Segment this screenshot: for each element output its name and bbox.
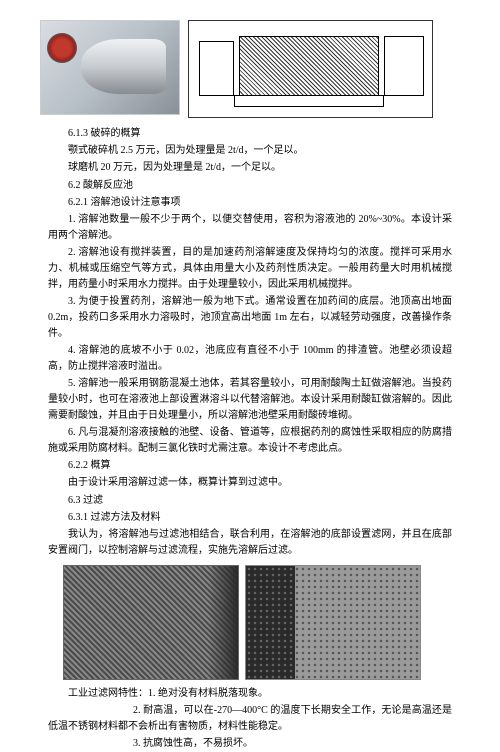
filter-mesh-woven-photo	[63, 565, 239, 680]
section-6-3-1-title: 6.3.1 过滤方法及材料	[48, 510, 452, 526]
ball-mill-photo	[40, 20, 180, 115]
top-image-row	[40, 20, 452, 118]
filter-props-label: 工业过滤网特性：	[68, 688, 148, 699]
filter-mesh-perforated-photo	[245, 565, 421, 680]
design-note-5: 5. 溶解池一般采用钢筋混凝土池体，若其容量较小，可用耐酸陶土缸做溶解池。当投药…	[48, 376, 452, 424]
design-note-4: 4. 溶解池的底坡不小于 0.02，池底应有直径不小于 100mm 的排渣管。池…	[48, 343, 452, 375]
cost-estimate-note: 由于设计采用溶解过滤一体，概算计算到过滤中。	[48, 475, 452, 491]
filter-method-paragraph: 我认为，将溶解池与过滤池相结合，联合利用，在溶解池的底部设置滤网，并且在底部安置…	[48, 527, 452, 559]
design-note-2: 2. 溶解池设有搅拌装置，目的是加速药剂溶解速度及保持均匀的浓度。搅拌可采用水力…	[48, 245, 452, 293]
design-note-6: 6. 凡与混凝剂溶液接触的池壁、设备、管道等，应根据药剂的腐蚀性采取相应的防腐措…	[48, 425, 452, 457]
bottom-image-row	[63, 565, 452, 680]
section-6-2-1-title: 6.2.1 溶解池设计注意事项	[48, 195, 452, 211]
ball-mill-engineering-diagram	[188, 20, 433, 118]
section-6-3-title: 6.3 过滤	[48, 493, 452, 509]
section-6-1-3-title: 6.1.3 破碎的概算	[48, 126, 452, 142]
design-note-3: 3. 为便于投置药剂，溶解池一般为地下式。通常设置在加药间的底层。池顶高出地面 …	[48, 294, 452, 342]
design-note-1: 1. 溶解池数量一般不少于两个，以便交替使用，容积为溶液池的 20%~30%。本…	[48, 212, 452, 244]
section-6-2-2-title: 6.2.2 概算	[48, 458, 452, 474]
crusher-cost-line: 颚式破碎机 2.5 万元，因为处理量是 2t/d，一个足以。	[48, 143, 452, 159]
filter-prop-1: 1. 绝对没有材料脱落现象。	[148, 688, 268, 699]
section-6-2-title: 6.2 酸解反应池	[48, 178, 452, 194]
ball-mill-cost-line: 球磨机 20 万元，因为处理量是 2t/d，一个足以。	[48, 160, 452, 176]
filter-prop-3: 3. 抗腐蚀性高，不易损坏。	[48, 736, 452, 752]
filter-properties-intro: 工业过滤网特性：1. 绝对没有材料脱落现象。	[48, 686, 452, 702]
